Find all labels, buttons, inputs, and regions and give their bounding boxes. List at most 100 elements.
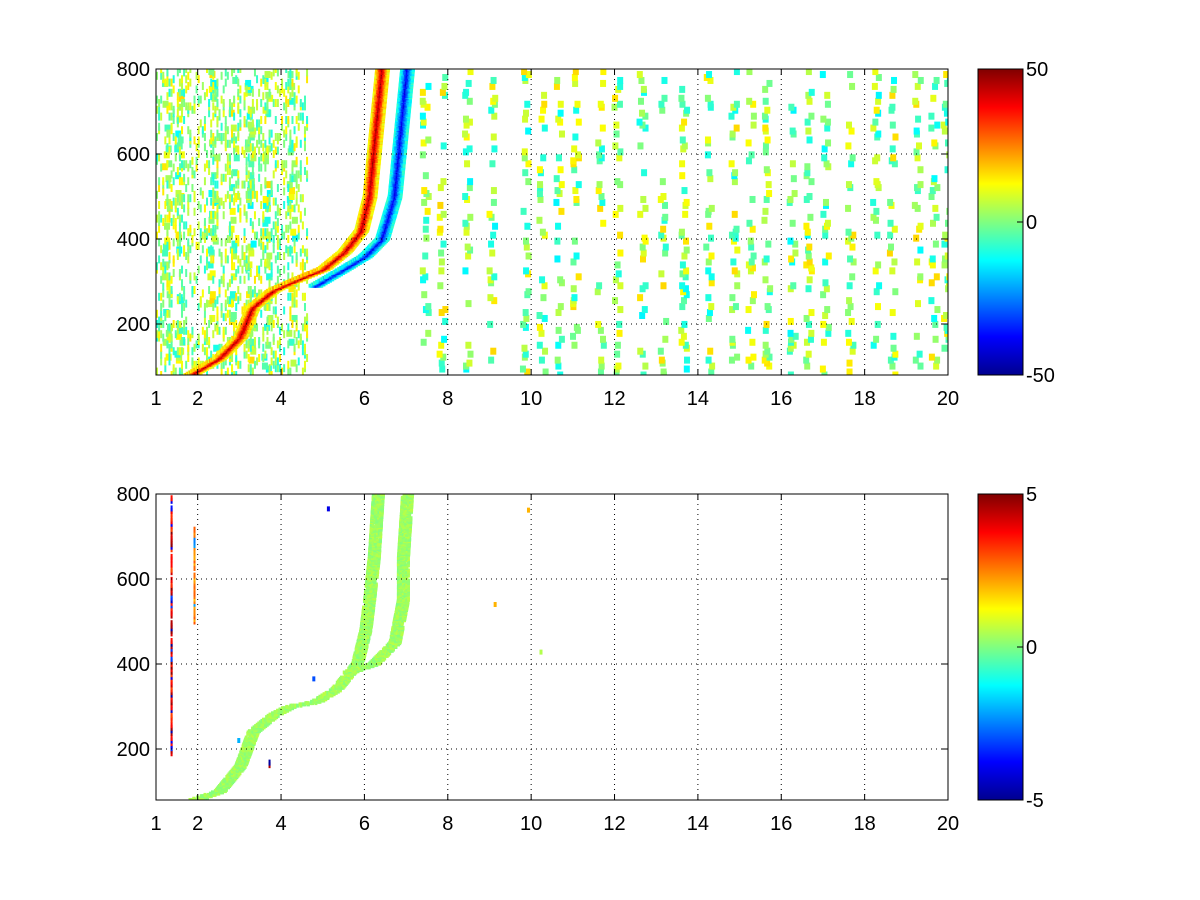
noise-cell (574, 100, 581, 108)
noise-cell (158, 177, 161, 186)
noise-cell (218, 133, 221, 141)
noise-cell (212, 133, 215, 141)
noise-cell (228, 300, 235, 308)
noise-cell (203, 122, 206, 131)
noise-cell (256, 231, 259, 240)
noise-cell (614, 350, 621, 358)
noise-cell (301, 221, 304, 230)
noise-cell (791, 190, 798, 198)
noise-cell (270, 323, 273, 332)
noise-cell (226, 296, 229, 305)
noise-cell (276, 252, 279, 260)
noise-cell (156, 309, 158, 318)
noise-cell (224, 255, 227, 264)
noise-cell (419, 267, 426, 275)
noise-cell (889, 309, 896, 317)
noise-cell (243, 99, 246, 107)
noise-cell (558, 335, 565, 343)
noise-cell (932, 204, 939, 212)
noise-cell (168, 129, 171, 138)
noise-cell (260, 309, 263, 318)
noise-cell (206, 262, 209, 271)
noise-cell (847, 71, 854, 79)
noise-cell (297, 71, 300, 80)
noise-cell (805, 127, 812, 135)
noise-cell (848, 127, 855, 135)
noise-cell (492, 94, 499, 102)
noise-cell (178, 146, 181, 155)
noise-cell (239, 360, 242, 369)
noise-cell (301, 258, 304, 267)
noise-cell (289, 129, 292, 138)
noise-cell (197, 150, 200, 158)
noise-cell (278, 207, 281, 216)
noise-cell (235, 75, 238, 84)
noise-cell (291, 255, 294, 264)
noise-cell (245, 139, 248, 148)
noise-cell (224, 139, 227, 148)
noise-cell (706, 309, 713, 317)
noise-cell (158, 316, 161, 325)
noise-cell (942, 100, 948, 108)
noise-cell (249, 330, 252, 339)
noise-cell (422, 252, 429, 260)
noise-cell (178, 367, 181, 375)
noise-cell (224, 299, 227, 308)
noise-cell (172, 347, 175, 356)
noise-cell (260, 228, 263, 237)
noise-cell (288, 338, 295, 346)
noise-cell (289, 201, 292, 209)
noise-cell (679, 282, 686, 290)
noise-cell (808, 88, 815, 96)
noise-cell (249, 292, 252, 301)
noise-cell (248, 249, 255, 257)
noise-cell (845, 338, 852, 346)
noise-cell (176, 231, 179, 240)
noise-cell (749, 297, 756, 305)
noise-cell (557, 109, 564, 117)
noise-cell (158, 238, 161, 247)
noise-cell (285, 116, 288, 124)
noise-cell (762, 326, 769, 334)
noise-cell (250, 240, 257, 248)
noise-cell (521, 148, 528, 156)
noise-cell (733, 225, 740, 233)
noise-cell (177, 326, 184, 334)
noise-cell (274, 133, 277, 141)
noise-cell (206, 197, 209, 206)
noise-cell (212, 82, 215, 90)
noise-cell (178, 151, 185, 159)
noise-cell (229, 184, 236, 192)
noise-cell (941, 344, 948, 352)
noise-cell (487, 276, 494, 284)
noise-cell (764, 303, 771, 311)
noise-cell (189, 272, 192, 281)
noise-cell (272, 245, 275, 254)
noise-cell (306, 116, 309, 124)
noise-cell (285, 95, 288, 104)
noise-cell (222, 109, 225, 118)
noise-cell (466, 359, 473, 367)
noise-cell (303, 248, 306, 257)
noise-cell (707, 76, 714, 84)
noise-cell (256, 99, 259, 107)
noise-cell (683, 365, 690, 373)
noise-cell (193, 102, 196, 111)
noise-cell (262, 343, 265, 352)
noise-cell (745, 326, 752, 334)
noise-cell (615, 362, 622, 370)
noise-cell (245, 190, 248, 199)
noise-cell (850, 231, 857, 239)
noise-cell (706, 71, 713, 79)
noise-cell (536, 323, 543, 331)
noise-cell (731, 178, 738, 186)
noise-cell (943, 109, 948, 117)
noise-cell (487, 294, 494, 302)
noise-cell (297, 204, 300, 213)
noise-cell (274, 69, 277, 73)
noise-cell (600, 341, 607, 349)
noise-cell (849, 243, 856, 251)
noise-cell (270, 269, 273, 277)
noise-cell (934, 121, 941, 129)
noise-cell (210, 197, 213, 206)
